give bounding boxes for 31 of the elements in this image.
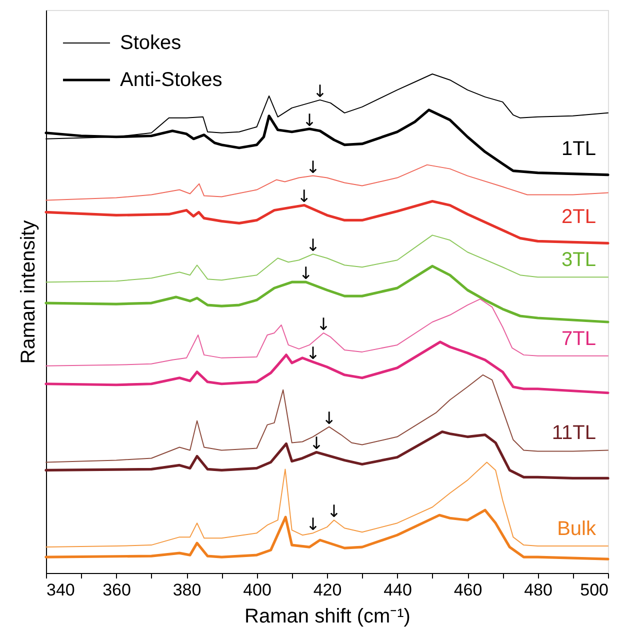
legend-label: Anti-Stokes [120,69,222,91]
annotation: ↓ [306,236,320,256]
x-tick-label: 400 [243,580,272,600]
annotation: ↓ [306,158,320,178]
annotation: Bulk [557,518,597,540]
x-tick-label: 480 [524,580,552,600]
annotation: ↓ [298,264,314,284]
annotation: ↓ [316,314,331,335]
x-axis-title: Raman shift (cm⁻¹) [244,606,410,628]
annotation: ↓ [306,344,320,364]
annotation: 7TL [562,328,596,350]
annotation: ↓ [302,110,317,131]
annotation: ↓ [297,187,312,208]
annotation: ↓ [306,515,320,536]
annotation: 1TL [562,138,596,160]
annotation: 11TL [552,422,596,444]
annotation: ↓ [322,408,336,429]
y-axis-title: Raman intensity [18,220,40,364]
x-tick-label: 500 [580,580,608,600]
annotation: 3TL [562,249,596,272]
x-tick-label: 360 [102,580,131,600]
x-tick-label: 440 [384,580,412,600]
x-tick-label: 340 [46,580,75,600]
x-tick-label: 380 [172,580,202,600]
annotation: ↓ [326,502,342,522]
annotation: 2TL [562,206,596,228]
x-tick-label: 460 [454,580,482,600]
annotation: ↓ [312,82,328,102]
legend-label: Stokes [120,32,182,54]
annotation: ↓ [309,434,324,454]
x-tick-label: 420 [313,580,342,600]
